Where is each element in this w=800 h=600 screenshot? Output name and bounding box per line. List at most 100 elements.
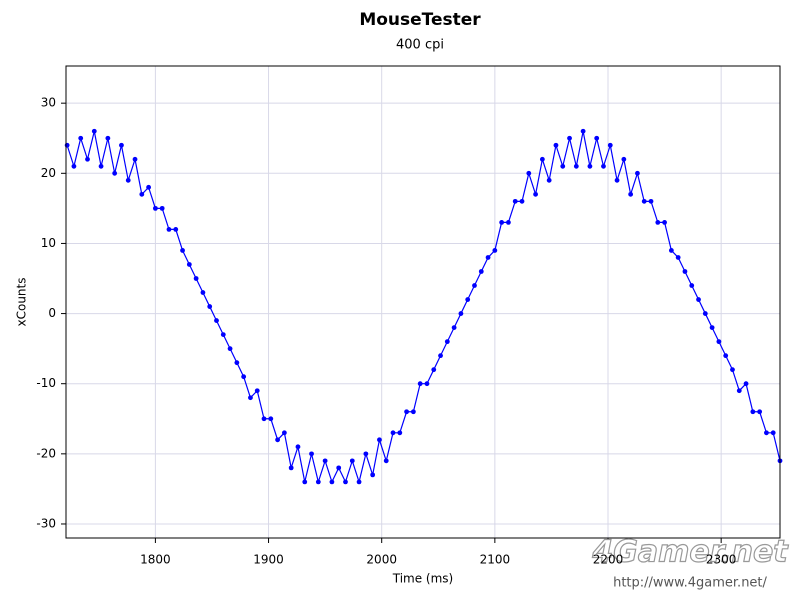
data-point — [682, 269, 688, 274]
data-point — [730, 367, 735, 373]
data-point — [377, 437, 382, 443]
data-point — [723, 353, 729, 359]
data-point — [417, 381, 423, 387]
data-point — [465, 297, 471, 302]
data-point — [85, 156, 90, 162]
data-point — [553, 142, 559, 148]
data-point — [492, 248, 498, 253]
data-point — [261, 416, 267, 422]
plot-area — [64, 128, 783, 485]
data-point — [268, 416, 274, 422]
data-point — [716, 339, 722, 345]
data-point — [594, 135, 600, 141]
y-tick-label: 0 — [48, 306, 56, 320]
data-point — [410, 409, 416, 415]
data-point — [397, 430, 403, 436]
data-point — [119, 142, 124, 148]
x-tick-label: 2300 — [706, 553, 737, 567]
data-point — [186, 262, 192, 267]
data-point — [91, 128, 97, 134]
y-axis-label: xCounts — [15, 278, 29, 327]
data-point — [193, 276, 199, 281]
data-point — [139, 191, 145, 197]
data-point — [200, 290, 206, 295]
data-point — [275, 437, 280, 443]
data-point — [234, 360, 240, 366]
data-point — [750, 409, 756, 415]
data-point — [220, 332, 226, 338]
x-tick-label: 2200 — [593, 553, 624, 567]
data-point — [621, 156, 627, 162]
chart-subtitle: 400 cpi — [396, 38, 444, 53]
data-point — [248, 395, 253, 401]
data-point — [383, 458, 389, 464]
x-tick-label: 1900 — [253, 553, 284, 567]
data-point — [309, 451, 314, 457]
data-point — [655, 219, 661, 225]
data-point — [458, 311, 464, 316]
grid — [61, 66, 780, 543]
data-point — [668, 248, 674, 253]
data-point — [526, 170, 532, 176]
data-point — [281, 430, 287, 436]
x-tick-label: 2100 — [480, 553, 511, 567]
data-point — [227, 346, 233, 352]
data-point — [533, 191, 538, 197]
data-point — [485, 255, 491, 260]
data-point — [580, 128, 586, 134]
data-point — [173, 227, 179, 232]
data-point — [336, 465, 342, 471]
data-point — [702, 311, 708, 316]
data-point — [546, 177, 552, 183]
watermark-logo: 4Gamer.net — [591, 535, 789, 570]
data-point — [166, 227, 172, 232]
data-point — [635, 170, 640, 176]
x-axis-label: Time (ms) — [392, 572, 454, 586]
data-point — [214, 318, 219, 323]
data-point — [601, 163, 606, 169]
data-point — [329, 479, 335, 485]
data-point — [573, 163, 579, 169]
data-point — [159, 205, 165, 211]
data-point — [560, 163, 566, 169]
data-point — [132, 156, 138, 162]
data-point — [78, 135, 84, 141]
data-point — [241, 374, 247, 380]
y-tick-label: 30 — [41, 96, 56, 110]
data-point — [607, 142, 613, 148]
data-point — [125, 177, 131, 183]
data-point — [112, 170, 118, 176]
data-point — [770, 430, 776, 436]
data-point — [343, 479, 348, 485]
plot-frame — [65, 65, 781, 539]
data-point — [152, 205, 158, 211]
data-point — [662, 219, 667, 225]
x-tick-label: 1800 — [140, 553, 171, 567]
data-point — [587, 163, 593, 169]
data-point — [404, 409, 409, 415]
data-point — [506, 219, 511, 225]
y-tick-label: 10 — [41, 236, 56, 250]
data-point — [207, 304, 213, 309]
y-tick-label: -30 — [36, 516, 56, 530]
data-point — [105, 135, 111, 141]
data-point — [512, 198, 518, 204]
data-point — [519, 198, 525, 204]
data-point — [64, 142, 70, 148]
chart-title: MouseTester — [359, 10, 481, 30]
data-point — [438, 353, 443, 359]
data-point — [757, 409, 763, 415]
data-point — [641, 198, 647, 204]
data-point — [764, 430, 769, 436]
data-point — [424, 381, 430, 387]
data-point — [295, 444, 301, 450]
data-point — [370, 472, 376, 478]
y-tick-label: -10 — [36, 376, 56, 390]
data-point — [614, 177, 620, 183]
data-point — [322, 458, 328, 464]
data-point — [567, 135, 572, 141]
watermark-url: http://www.4gamer.net/ — [613, 576, 767, 591]
x-tick-label: 2000 — [366, 553, 397, 567]
data-point — [689, 283, 695, 288]
data-point — [363, 451, 369, 457]
